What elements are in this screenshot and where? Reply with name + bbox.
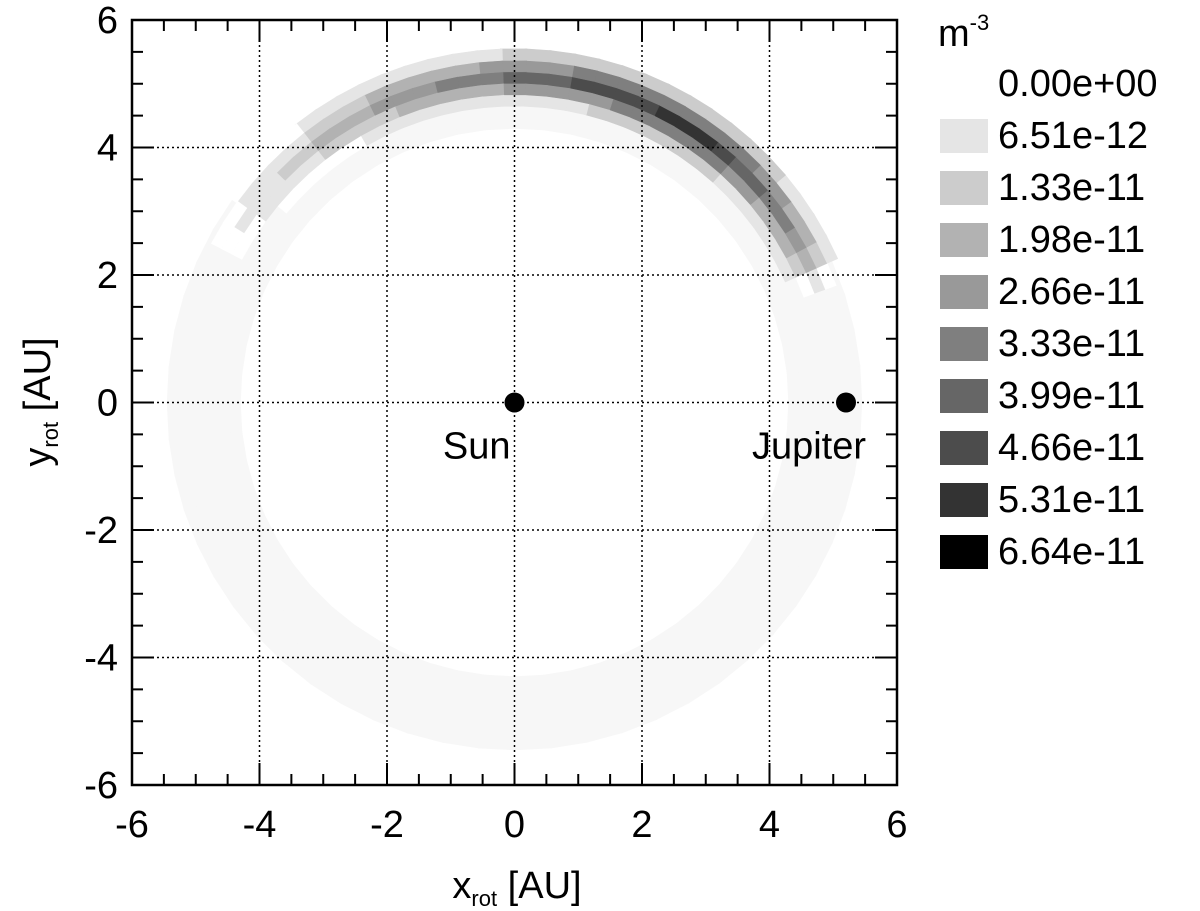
- y-tick-label: -4: [84, 638, 118, 680]
- x-tick-labels: -6 -4 -2 0 2 4 6: [115, 804, 907, 846]
- colorbar-level-label: 6.51e-12: [998, 115, 1148, 157]
- x-tick-label: 0: [504, 804, 525, 846]
- body-markers: Sun Jupiter: [443, 392, 866, 468]
- y-tick-label: -2: [84, 510, 118, 552]
- colorbar-level-label: 6.64e-11: [998, 531, 1145, 573]
- colorbar-swatch: [940, 171, 988, 205]
- density-cell: [523, 71, 550, 86]
- colorbar-swatch: [940, 119, 988, 153]
- density-cell: [210, 220, 235, 250]
- colorbar-unit: m-3: [938, 10, 989, 55]
- colorbar-level-label: 1.33e-11: [998, 167, 1145, 209]
- colorbar-swatch: [940, 431, 988, 465]
- y-tick-label: 6: [97, 0, 118, 42]
- y-tick-label: -6: [84, 765, 118, 807]
- colorbar-level-label: 2.66e-11: [998, 271, 1145, 313]
- colorbar-level-label: 3.99e-11: [998, 375, 1145, 417]
- colorbar-level-label: 5.31e-11: [998, 479, 1145, 521]
- colorbar-swatch: [940, 67, 988, 101]
- y-tick-label: 2: [97, 255, 118, 297]
- colorbar-level-label: 1.98e-11: [998, 219, 1145, 261]
- plot-area: Sun Jupiter: [130, 18, 899, 787]
- y-tick-label: 0: [97, 383, 118, 425]
- density-cell: [524, 59, 551, 74]
- colorbar-swatch: [940, 275, 988, 309]
- colorbar-swatch: [940, 483, 988, 517]
- density-cell: [524, 48, 552, 63]
- x-tick-label: -6: [115, 804, 149, 846]
- x-tick-label: -4: [243, 804, 277, 846]
- colorbar-swatch: [940, 223, 988, 257]
- x-tick-label: -2: [370, 804, 404, 846]
- density-cell: [477, 71, 504, 86]
- density-heatmap: [166, 48, 863, 751]
- body-label-sun: Sun: [443, 426, 511, 468]
- axis-ticks: [131, 19, 898, 786]
- x-tick-label: 4: [759, 804, 780, 846]
- body-marker-jupiter: [836, 392, 856, 413]
- density-cell: [522, 94, 548, 109]
- y-tick-label: 4: [97, 128, 118, 170]
- y-axis-title: yrot [AU]: [17, 337, 63, 466]
- y-tick-labels: -6 -4 -2 0 2 4 6: [84, 0, 118, 807]
- density-cell: [499, 48, 528, 61]
- density-cell: [476, 60, 504, 74]
- colorbar-level-label: 0.00e+00: [998, 63, 1158, 105]
- density-cell: [500, 71, 527, 84]
- x-axis-title: xrot [AU]: [452, 865, 581, 911]
- x-tick-label: 2: [631, 804, 652, 846]
- density-cell: [475, 48, 503, 63]
- colorbar-level-label: 4.66e-11: [998, 427, 1145, 469]
- colorbar-level-label: 3.33e-11: [998, 323, 1145, 365]
- colorbar-swatch: [940, 327, 988, 361]
- colorbar-swatch: [940, 535, 988, 569]
- density-cell: [523, 82, 549, 97]
- density-cell: [479, 82, 505, 97]
- body-label-jupiter: Jupiter: [752, 426, 866, 468]
- colorbar-levels: 0.00e+00 6.51e-12 1.33e-11 1.98e-11 2.66e-11…: [940, 63, 1158, 573]
- density-cell: [501, 94, 526, 107]
- density-cell: [480, 94, 505, 109]
- x-tick-label: 6: [886, 804, 907, 846]
- colorbar-legend: m-3 0.00e+00 6.51e-12 1.33e-11 1.98e-11 2.66…: [938, 10, 1158, 573]
- density-cell: [500, 60, 527, 73]
- colorbar-swatch: [940, 379, 988, 413]
- body-marker-sun: [504, 392, 525, 413]
- density-cell: [501, 83, 526, 96]
